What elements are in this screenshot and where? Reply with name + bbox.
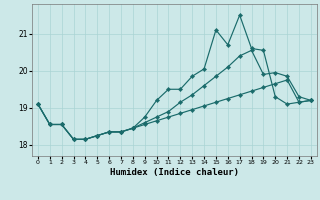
X-axis label: Humidex (Indice chaleur): Humidex (Indice chaleur) [110, 168, 239, 177]
